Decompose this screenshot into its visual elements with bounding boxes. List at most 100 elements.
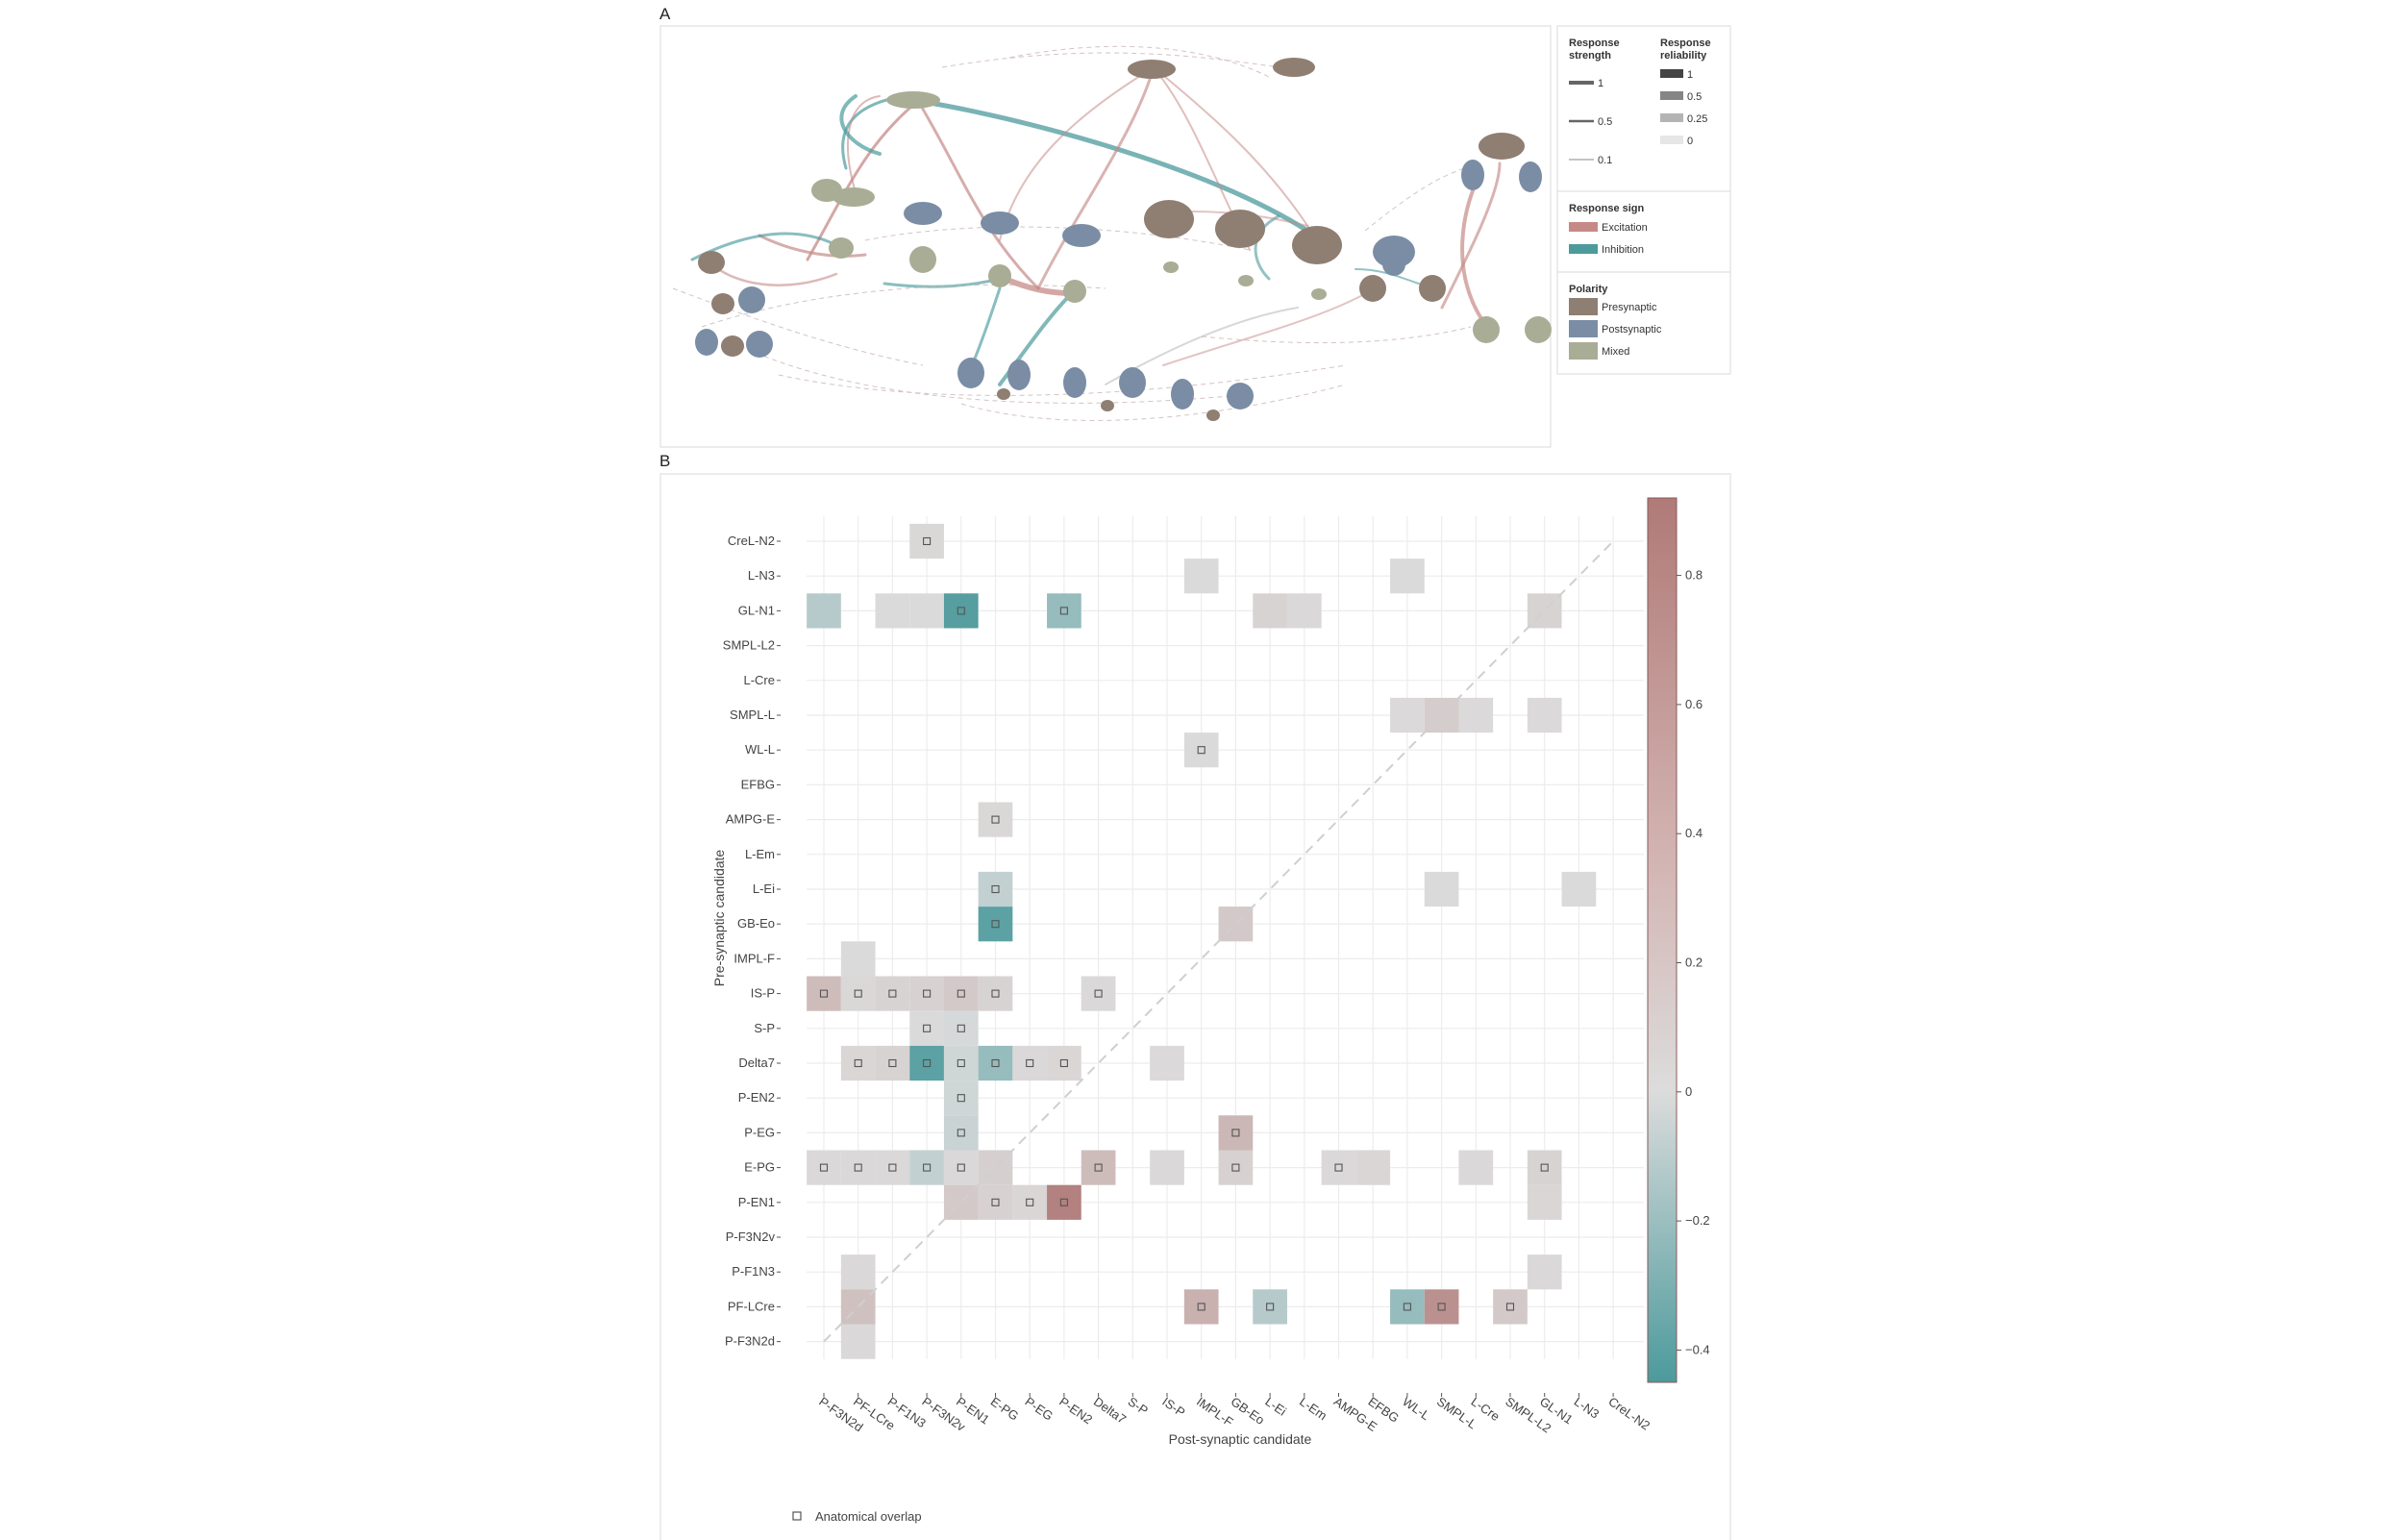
y-tick-label: L-N3 — [748, 568, 775, 583]
heatmap-cell — [909, 593, 944, 629]
heatmap-cell — [1458, 697, 1494, 733]
heatmap-cell — [1081, 1150, 1116, 1185]
heatmap-cell — [1493, 1289, 1528, 1325]
overlap-marker — [957, 1129, 965, 1137]
excitation-swatch — [1569, 222, 1598, 232]
heatmap-cell — [1390, 559, 1425, 594]
heatmap-cell — [978, 907, 1013, 942]
heatmap-cell — [840, 1150, 876, 1185]
strength-title-1: Response — [1569, 37, 1620, 49]
overlap-marker — [1059, 1198, 1068, 1206]
heatmap-cell — [909, 1010, 944, 1046]
y-tick-label: P-EN1 — [738, 1195, 775, 1209]
inhibition-swatch — [1569, 244, 1598, 254]
strength-legend: Response strength 1 0.5 0.1 — [1569, 37, 1620, 166]
overlap-marker — [888, 1163, 897, 1172]
y-tick-label: IS-P — [751, 986, 775, 1001]
strength-level-1: 1 — [1598, 78, 1603, 89]
heatmap-cell — [1218, 1115, 1254, 1151]
overlap-legend: Anatomical overlap — [792, 1509, 922, 1524]
heatmap-cell — [943, 1045, 979, 1081]
heatmap-cell — [1458, 1150, 1494, 1185]
overlap-marker — [957, 1163, 965, 1172]
polarity-legend: Polarity Presynaptic Postsynaptic Mixed — [1569, 284, 1662, 360]
heatmap-cell — [909, 1150, 944, 1185]
overlap-marker — [1437, 1303, 1446, 1311]
y-tick-label: SMPL-L — [730, 708, 775, 722]
heatmap-cell — [875, 976, 910, 1011]
heatmap-cells — [807, 523, 1597, 1359]
overlap-marker — [1266, 1303, 1275, 1311]
overlap-marker — [854, 1163, 862, 1172]
overlap-marker — [991, 989, 1000, 998]
heatmap-cell — [1012, 1184, 1048, 1220]
heatmap-cell — [978, 1150, 1013, 1185]
overlap-marker — [957, 607, 965, 615]
y-tick-label: CreL-N2 — [728, 534, 775, 548]
colorbar-tick-label: 0.2 — [1685, 956, 1703, 970]
overlap-marker — [991, 884, 1000, 894]
heatmap-cell — [807, 593, 841, 629]
panel-a-legend: Response strength 1 0.5 0.1 Response rel… — [1556, 25, 1731, 375]
reliability-level-2: 0.5 — [1687, 91, 1702, 103]
overlap-marker — [1059, 607, 1068, 615]
heatmap-cell — [1218, 907, 1254, 942]
heatmap-cell — [1218, 1150, 1254, 1185]
heatmap-cell — [875, 1150, 910, 1185]
sign-legend: Response sign Excitation Inhibition — [1569, 203, 1648, 256]
colorbar-tick-label: 0.4 — [1685, 826, 1703, 840]
overlap-marker — [991, 815, 1000, 824]
heatmap-cell — [1355, 1150, 1391, 1185]
heatmap-cell — [840, 1254, 876, 1290]
heatmap-cell — [909, 523, 944, 559]
y-tick-label: AMPG-E — [726, 812, 776, 827]
overlap-marker — [923, 1163, 932, 1172]
overlap-marker — [1197, 746, 1205, 755]
y-tick-label: IMPL-F — [733, 951, 775, 965]
heatmap-cell — [1012, 1045, 1048, 1081]
postsynaptic-swatch — [1569, 320, 1598, 337]
y-tick-label: Delta7 — [738, 1056, 775, 1070]
heatmap-cell — [909, 976, 944, 1011]
y-tick-label: GB-Eo — [737, 916, 775, 931]
heatmap-cell — [1047, 593, 1081, 629]
x-axis-title: Post-synaptic candidate — [1169, 1431, 1312, 1447]
overlap-marker — [923, 536, 932, 546]
heatmap-cell — [1424, 871, 1459, 907]
heatmap-cell — [1424, 697, 1459, 733]
overlap-marker — [1334, 1163, 1343, 1172]
colorbar: 0.8 0.6 0.4 0.2 0 −0.2 −0.4 — [1647, 497, 1710, 1383]
overlap-marker — [957, 989, 965, 998]
heatmap-cell — [1424, 1289, 1459, 1325]
y-tick-label: P-F1N3 — [732, 1264, 775, 1279]
heatmap-cell — [909, 1045, 944, 1081]
strength-title-2: strength — [1569, 50, 1611, 62]
overlap-legend-label: Anatomical overlap — [815, 1509, 922, 1524]
heatmap-cell — [1081, 976, 1116, 1011]
heatmap-cell — [978, 1184, 1013, 1220]
reliability-title-2: reliability — [1660, 50, 1707, 62]
overlap-marker — [1026, 1058, 1034, 1068]
y-tick-label: P-F3N2d — [725, 1334, 775, 1349]
diagonal-line — [823, 540, 1614, 1343]
heatmap-cell — [978, 1045, 1013, 1081]
heatmap-cell — [1183, 1289, 1219, 1325]
heatmap-cell — [943, 1080, 979, 1116]
y-tick-label: E-PG — [744, 1160, 775, 1175]
heatmap-cell — [943, 1184, 979, 1220]
overlap-marker — [1540, 1163, 1549, 1172]
heatmap-cell — [1561, 871, 1597, 907]
heatmap-cell — [1047, 1184, 1081, 1220]
overlap-marker — [1403, 1303, 1411, 1311]
heatmap-cell — [807, 1150, 841, 1185]
heatmap-cell — [1527, 593, 1562, 629]
heatmap-cell — [1321, 1150, 1356, 1185]
sign-excitation: Excitation — [1602, 222, 1648, 234]
overlap-marker — [854, 1058, 862, 1068]
overlap-marker — [923, 989, 932, 998]
overlap-marker — [888, 989, 897, 998]
heatmap-cell — [1527, 697, 1562, 733]
sign-inhibition: Inhibition — [1602, 244, 1644, 256]
heatmap-cell — [1390, 1289, 1425, 1325]
colorbar-tick-label: −0.2 — [1685, 1213, 1710, 1228]
